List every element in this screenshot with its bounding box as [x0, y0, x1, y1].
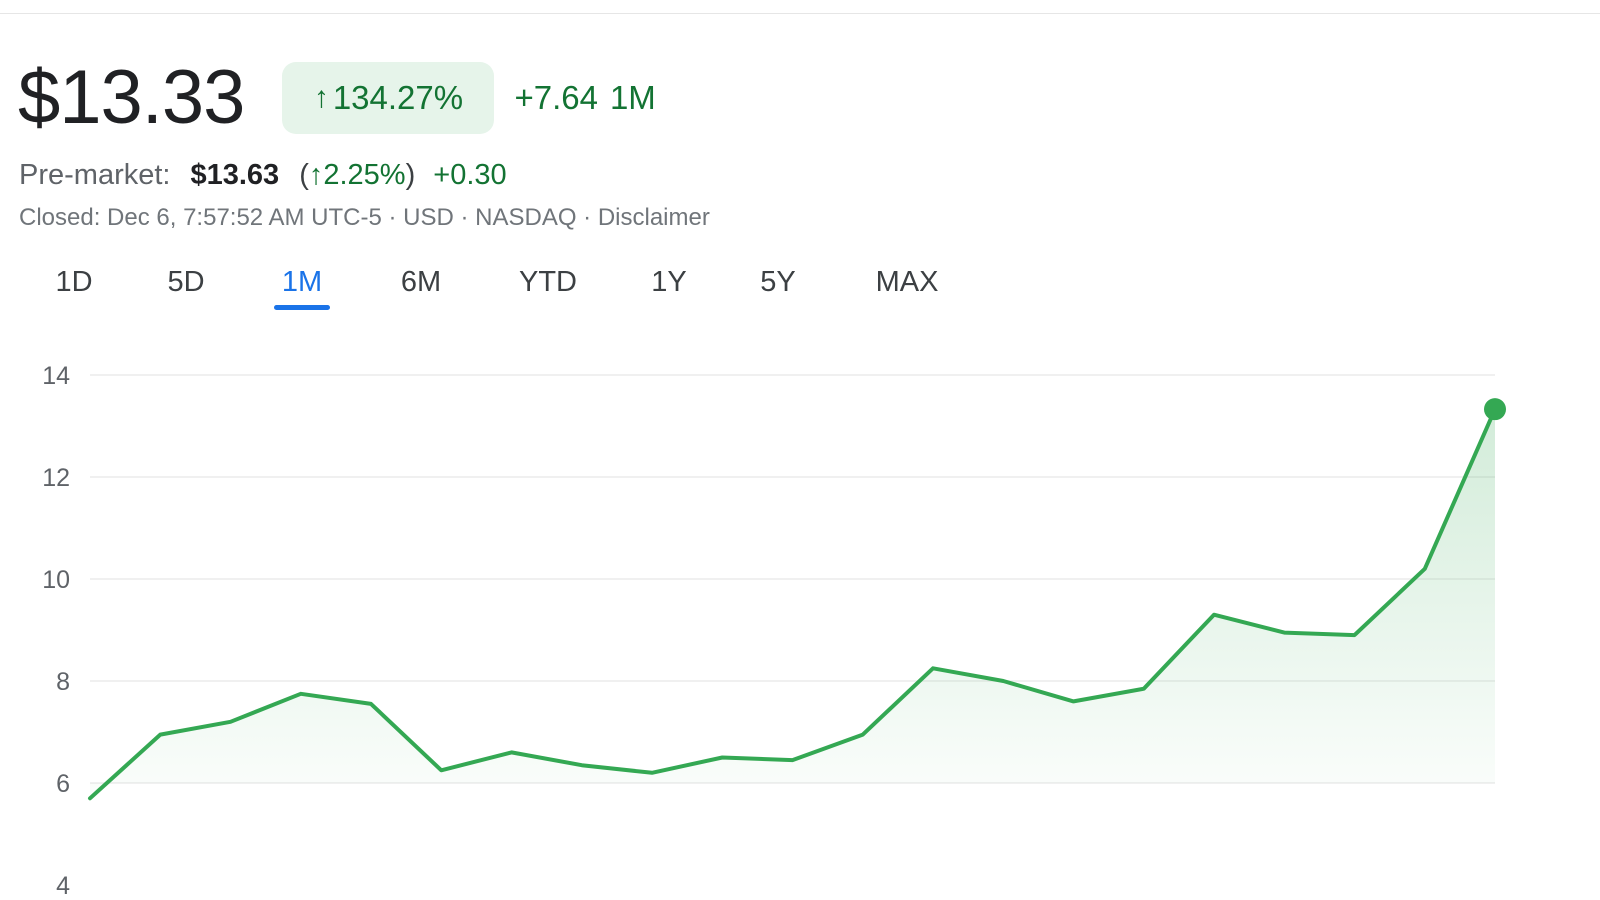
y-tick-label: 10 — [42, 566, 70, 594]
premarket-row: Pre-market: $13.63 (↑2.25%) +0.30 — [19, 156, 507, 194]
y-tick-label: 14 — [42, 362, 70, 390]
tab-1m-label: 1M — [281, 266, 323, 298]
premarket-pct-value: 2.25% — [323, 158, 406, 191]
tab-ytd[interactable]: YTD — [519, 266, 577, 298]
y-tick-label: 6 — [56, 770, 70, 798]
y-tick-label: 4 — [56, 872, 70, 900]
tab-5y[interactable]: 5Y — [760, 266, 796, 298]
change-absolute: +7.64 — [514, 79, 598, 116]
arrow-up-icon: ↑ — [308, 158, 324, 191]
tab-1d[interactable]: 1D — [55, 266, 93, 298]
close-paren: ) — [405, 158, 416, 191]
y-tick-label: 12 — [42, 464, 70, 492]
price-line — [88, 407, 1497, 801]
change-percent: 134.27% — [332, 79, 464, 116]
top-divider — [0, 13, 1600, 14]
y-axis-ticks: 14 12 10 8 6 4 — [42, 362, 70, 900]
premarket-change-absolute: +0.30 — [433, 158, 507, 191]
y-tick-label: 8 — [56, 668, 70, 696]
premarket-change-percent: (↑2.25%) — [299, 159, 415, 192]
active-tab-indicator — [274, 305, 330, 310]
premarket-label: Pre-market: — [19, 158, 171, 191]
market-status-line: Closed: Dec 6, 7:57:52 AM UTC-5 · USD · … — [19, 204, 710, 231]
change-period-label: 1M — [609, 79, 656, 116]
change-percent-badge: ↑ 134.27% — [282, 62, 495, 134]
tab-max[interactable]: MAX — [875, 266, 939, 298]
premarket-price: $13.63 — [190, 158, 280, 191]
price-row: $13.33 ↑ 134.27% +7.64 1M — [18, 58, 656, 138]
price-area-fill — [90, 409, 1495, 799]
price-line-chart[interactable]: 14 12 10 8 6 4 — [0, 330, 1600, 900]
current-price: $13.33 — [18, 55, 245, 140]
arrow-up-icon: ↑ — [313, 81, 329, 114]
tab-1m[interactable]: 1M — [274, 262, 330, 314]
open-paren: ( — [299, 158, 309, 191]
tab-5d[interactable]: 5D — [167, 266, 205, 298]
last-price-dot — [1484, 398, 1506, 421]
tab-6m[interactable]: 6M — [400, 266, 442, 298]
period-change: +7.64 1M — [514, 79, 655, 117]
tab-1y[interactable]: 1Y — [651, 266, 687, 298]
